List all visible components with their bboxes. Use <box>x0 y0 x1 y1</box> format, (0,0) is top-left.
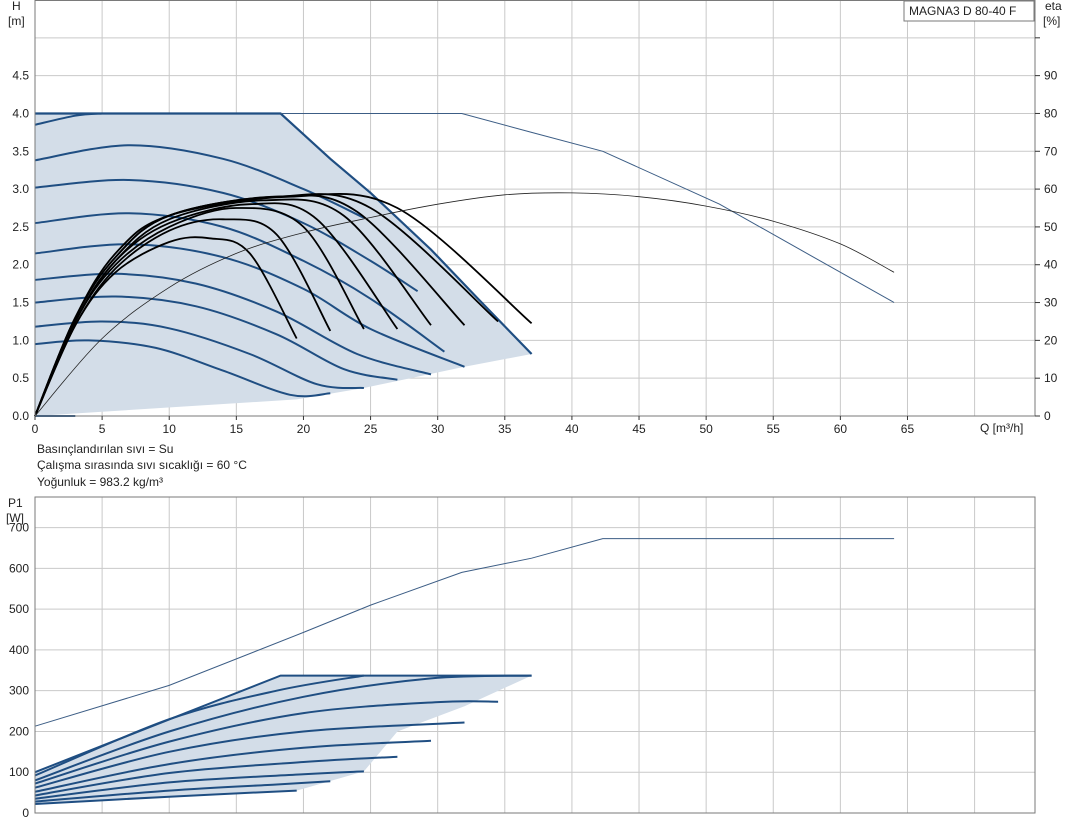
power-axis-unit: [W] <box>6 511 24 525</box>
head-y-tick-label: 2.0 <box>12 258 29 272</box>
power-curve <box>34 770 364 800</box>
efficiency-curves <box>34 193 533 417</box>
flow-x-tick-label: 40 <box>565 422 579 436</box>
flow-x-tick-label: 50 <box>699 422 713 436</box>
head-y-tick-label: 4.5 <box>12 69 29 83</box>
head-y-tick-label: 4.0 <box>12 106 29 120</box>
power-curves <box>34 674 532 805</box>
head-y-tick-label: 3.5 <box>12 144 29 158</box>
eta-y-tick-label: 10 <box>1044 371 1058 385</box>
eta-y-tick-label: 0 <box>1044 409 1051 423</box>
power-curve <box>34 789 297 805</box>
power-operating-area <box>35 675 532 805</box>
head-y-tick-label: 0.5 <box>12 371 29 385</box>
head-y-tick-label: 0.0 <box>12 409 29 423</box>
plot-frames <box>34 0 1036 814</box>
head-curve <box>34 212 445 353</box>
flow-x-tick-label: 65 <box>901 422 915 436</box>
power-y-tick-label: 200 <box>9 724 29 738</box>
info-fluid: Basınçlandırılan sıvı = Su <box>37 442 174 456</box>
reference-head-curve <box>280 113 895 303</box>
flow-x-tick-label: 35 <box>498 422 512 436</box>
head-axis-unit: [m] <box>8 14 25 28</box>
power-operating-area-fill <box>35 675 532 805</box>
head-y-tick-label: 1.0 <box>12 333 29 347</box>
info-density: Yoğunluk = 983.2 kg/m³ <box>37 475 163 489</box>
model-label: MAGNA3 D 80-40 F <box>909 4 1016 18</box>
flow-x-tick-label: 20 <box>297 422 311 436</box>
head-operating-area <box>35 113 532 416</box>
power-y-tick-label: 100 <box>9 765 29 779</box>
eta-y-tick-label: 30 <box>1044 296 1058 310</box>
model-label-box <box>903 0 1035 22</box>
head-chart-grid <box>35 0 1035 417</box>
power-y-tick-label: 600 <box>9 561 29 575</box>
head-curves <box>34 112 533 417</box>
power-curve <box>34 739 432 793</box>
power-curve <box>34 780 331 803</box>
eta-axis-unit: [%] <box>1043 14 1060 28</box>
flow-x-tick-label: 45 <box>632 422 646 436</box>
head-axis-label: H <box>12 0 21 13</box>
head-curve <box>34 295 398 381</box>
efficiency-curve <box>34 218 332 417</box>
power-curve <box>34 700 499 785</box>
head-operating-area-fill <box>35 113 532 416</box>
flow-axis-label: Q [m³/h] <box>980 421 1023 435</box>
flow-x-tick-label: 30 <box>431 422 445 436</box>
power-plot-frame <box>34 496 1036 814</box>
flow-x-tick-label: 10 <box>163 422 177 436</box>
power-y-tick-label: 700 <box>9 521 29 535</box>
power-curve <box>34 721 465 789</box>
reference-curves <box>34 113 895 727</box>
flow-x-tick-label: 15 <box>230 422 244 436</box>
power-y-tick-label: 0 <box>22 806 29 820</box>
eta-y-tick-label: 90 <box>1044 69 1058 83</box>
power-curve <box>34 674 365 777</box>
head-curve <box>34 178 419 293</box>
head-y-tick-label: 3.0 <box>12 182 29 196</box>
flow-x-tick-label: 25 <box>364 422 378 436</box>
power-curve <box>34 674 532 782</box>
eta-y-tick-label: 80 <box>1044 106 1058 120</box>
head-y-tick-label: 2.5 <box>12 220 29 234</box>
flow-x-tick-label: 0 <box>32 422 39 436</box>
power-axis-label: P1 <box>8 496 23 510</box>
flow-x-tick-label: 5 <box>99 422 106 436</box>
head-plot-frame <box>34 0 1036 417</box>
eta-y-tick-label: 40 <box>1044 258 1058 272</box>
efficiency-curve <box>34 198 432 417</box>
efficiency-curve <box>34 193 533 417</box>
eta-y-tick-label: 20 <box>1044 333 1058 347</box>
reference-efficiency-curve <box>34 192 895 417</box>
power-y-tick-label: 300 <box>9 684 29 698</box>
eta-y-tick-label: 50 <box>1044 220 1058 234</box>
power-y-tick-label: 500 <box>9 602 29 616</box>
head-curve <box>34 320 364 390</box>
eta-axis-label: eta <box>1045 0 1062 13</box>
power-curve <box>34 755 398 797</box>
head-curve <box>34 243 465 368</box>
eta-y-tick-label: 60 <box>1044 182 1058 196</box>
info-temperature: Çalışma sırasında sıvı sıcaklığı = 60 °C <box>37 458 247 472</box>
reference-power-curve <box>34 538 895 727</box>
head-curve <box>34 272 432 376</box>
flow-x-tick-label: 60 <box>834 422 848 436</box>
power-y-tick-label: 400 <box>9 643 29 657</box>
eta-y-tick-label: 70 <box>1044 144 1058 158</box>
head-y-tick-label: 1.5 <box>12 296 29 310</box>
tick-labels: 0.0 0.5 1.0 1.5 2.0 2.5 3.0 3.5 4.0 4.5 0 10 20 30 40 5… <box>9 37 1058 820</box>
head-curve <box>34 339 331 398</box>
flow-x-tick-label: 55 <box>767 422 781 436</box>
